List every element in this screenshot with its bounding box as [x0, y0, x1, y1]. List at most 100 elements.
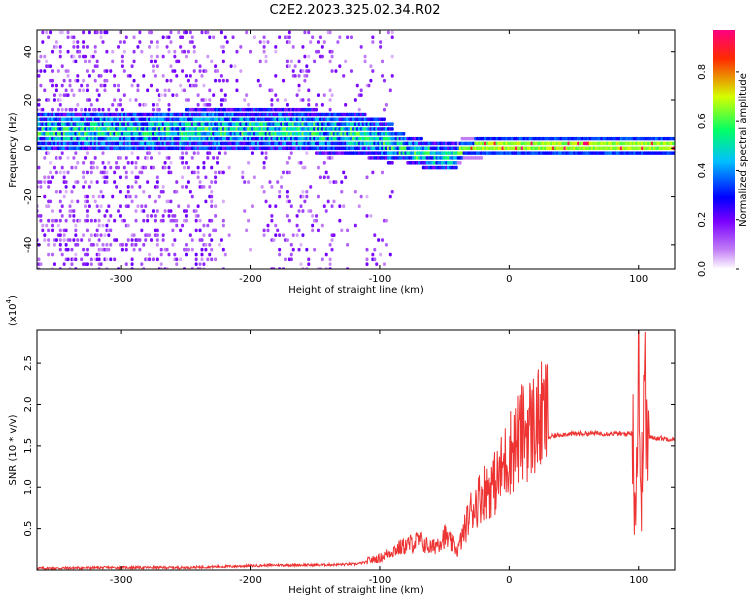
- heatmap-cell: [136, 204, 140, 209]
- heatmap-cell: [76, 103, 80, 107]
- heatmap-cell: [291, 247, 295, 252]
- heatmap-cell: [307, 54, 311, 59]
- heatmap-cell: [250, 204, 254, 209]
- heatmap-cell: [194, 59, 198, 64]
- heatmap-cell: [322, 204, 326, 209]
- heatmap-cell: [120, 64, 124, 69]
- heatmap-cell: [359, 88, 363, 93]
- heatmap-cell: [181, 151, 185, 155]
- heatmap-cell: [369, 78, 373, 83]
- heatmap-cell: [262, 49, 266, 54]
- heatmap-cell: [363, 54, 367, 59]
- heatmap-cell: [163, 165, 167, 170]
- heatmap-cell: [111, 59, 115, 64]
- heatmap-cell: [115, 185, 119, 189]
- heatmap-cell: [130, 238, 134, 242]
- heatmap-cell: [179, 83, 183, 88]
- heatmap-cell: [188, 189, 192, 194]
- heatmap-cell: [167, 214, 171, 218]
- heatmap-cell: [219, 103, 223, 107]
- heatmap-cell: [208, 243, 212, 247]
- heatmap-cell: [87, 98, 91, 102]
- heatmap-cell: [148, 233, 152, 238]
- colorbar-ticks: 0.0 0.2 0.4 0.6 0.8: [697, 64, 739, 277]
- heatmap-cell: [148, 252, 152, 257]
- heatmap-cell: [87, 185, 91, 189]
- heatmap-cell: [293, 74, 297, 78]
- heatmap-cell: [336, 40, 340, 44]
- heatmap-cell: [51, 107, 55, 112]
- heatmap-cell: [338, 204, 342, 209]
- heatmap-cell: [672, 136, 675, 141]
- heatmap-cell: [97, 252, 101, 257]
- snr-y-axis-label: SNR (10 * v/v): [8, 414, 19, 485]
- heatmap-cell: [91, 69, 95, 73]
- heatmap-cell: [363, 59, 367, 64]
- heatmap-cell: [289, 257, 293, 262]
- heatmap-cell: [118, 103, 122, 107]
- heatmap-cell: [132, 78, 136, 83]
- heatmap-cell: [142, 243, 146, 247]
- heatmap-cell: [68, 83, 72, 88]
- heatmap-cell: [82, 175, 86, 180]
- heatmap-cell: [274, 74, 278, 78]
- heatmap-cell: [175, 93, 179, 97]
- heatmap-cell: [283, 98, 287, 102]
- heatmap-cell: [39, 218, 43, 223]
- heatmap-cell: [134, 165, 138, 170]
- heatmap-cell: [169, 170, 173, 175]
- heatmap-cell: [287, 64, 291, 69]
- heatmap-cell: [223, 98, 227, 102]
- heatmap-cell: [97, 223, 101, 228]
- heatmap-cell: [338, 218, 342, 223]
- heatmap-cell: [217, 243, 221, 247]
- heatmap-cell: [192, 69, 196, 73]
- heatmap-cell: [109, 69, 113, 73]
- heatmap-cell: [313, 59, 317, 64]
- heatmap-cell: [266, 223, 270, 228]
- heatmap-cell: [221, 199, 225, 204]
- heatmap-cell: [151, 165, 155, 170]
- heatmap-cell: [51, 83, 55, 88]
- heatmap-cell: [99, 204, 103, 209]
- heatmap-cell: [49, 30, 53, 35]
- heatmap-cell: [37, 257, 41, 262]
- colorbar-label: Normalized spectral amplitude: [738, 73, 749, 227]
- heatmap-cell: [80, 238, 84, 242]
- heatmap-cell: [278, 35, 282, 40]
- heatmap-cell: [60, 151, 64, 155]
- heatmap-cell: [93, 156, 97, 160]
- heatmap-cell: [51, 78, 55, 83]
- heatmap-cell: [303, 54, 307, 59]
- heatmap-cell: [196, 214, 200, 218]
- heatmap-cell: [84, 107, 88, 112]
- heatmap-cell: [109, 214, 113, 218]
- heatmap-cell: [169, 160, 173, 165]
- heatmap-cell: [305, 247, 309, 252]
- heatmap-cell: [58, 233, 62, 238]
- y-tick-label: 0.5: [23, 521, 34, 537]
- heatmap-cell: [74, 228, 78, 233]
- heatmap-cell: [66, 156, 70, 160]
- heatmap-cell: [262, 35, 266, 40]
- heatmap-cell: [363, 112, 367, 117]
- heatmap-cell: [247, 160, 251, 165]
- heatmap-cell: [245, 228, 249, 233]
- heatmap-cell: [359, 93, 363, 97]
- heatmap-cell: [214, 204, 218, 209]
- heatmap-cell: [382, 117, 386, 122]
- heatmap-cell: [41, 107, 45, 112]
- heatmap-cell: [307, 103, 311, 107]
- heatmap-cell: [181, 35, 185, 40]
- heatmap-cell: [353, 223, 357, 228]
- heatmap-cell: [390, 35, 394, 40]
- heatmap-cell: [458, 160, 462, 165]
- heatmap-cell: [140, 228, 144, 233]
- heatmap-cell: [62, 170, 66, 175]
- heatmap-cell: [146, 218, 150, 223]
- heatmap-cell: [175, 180, 179, 184]
- heatmap-cell: [285, 214, 289, 218]
- heatmap-cell: [330, 238, 334, 242]
- heatmap-cell: [138, 30, 142, 35]
- heatmap-cell: [85, 194, 89, 199]
